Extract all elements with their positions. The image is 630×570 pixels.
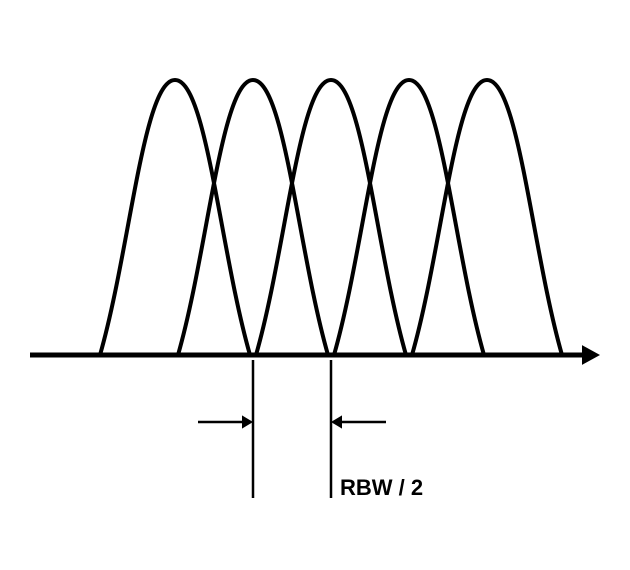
rbw-diagram: RBW / 2 xyxy=(0,0,630,565)
diagram-svg xyxy=(0,0,630,565)
dimension-label: RBW / 2 xyxy=(340,475,423,501)
filter-peaks xyxy=(100,80,562,355)
x-axis xyxy=(30,345,600,365)
